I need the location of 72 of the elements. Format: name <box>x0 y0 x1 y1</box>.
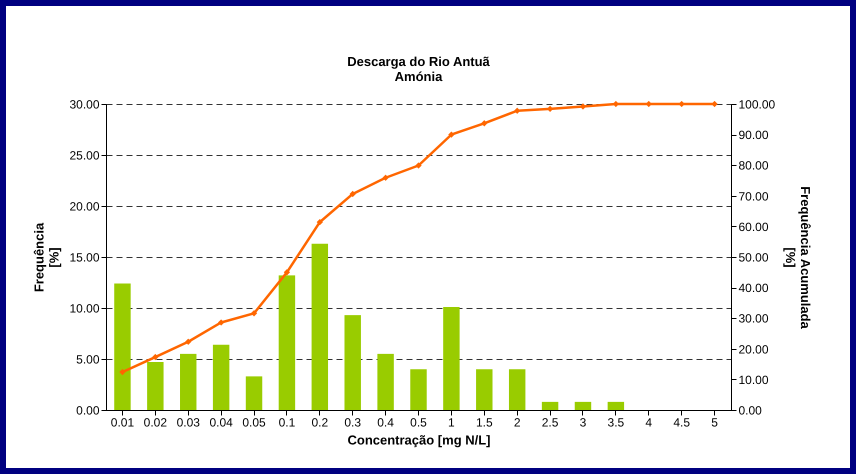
x-tick-label: 0.3 <box>344 416 362 430</box>
bar <box>344 315 361 410</box>
y-tick-label: 10.00 <box>69 302 100 316</box>
point <box>316 218 323 226</box>
point <box>546 106 554 112</box>
y-tick-label: 0.00 <box>76 404 100 418</box>
x-tick-label: 0.2 <box>311 416 328 430</box>
point <box>481 120 488 126</box>
chart-title: Descarga do Rio Antuã Amónia <box>347 54 491 84</box>
x-axis-title: Concentração [mg N/L] <box>347 432 491 448</box>
point <box>119 368 126 376</box>
x-tick-label: 0.1 <box>278 416 296 430</box>
bar <box>476 369 493 410</box>
y2-tick-label: 30.00 <box>738 312 769 326</box>
bar <box>312 244 328 410</box>
bar <box>410 369 427 410</box>
x-tick-label: 0.4 <box>377 416 394 430</box>
point <box>250 310 258 316</box>
x-tick-label: 1 <box>448 416 456 430</box>
x-tick-label: 0.5 <box>410 416 428 430</box>
bar <box>278 275 296 410</box>
x-tick-label: 3.5 <box>608 416 625 430</box>
y2-tick-label: 60.00 <box>738 220 769 234</box>
y-axis-title: Frequência [%] <box>31 222 62 292</box>
y2-tick-label: 10.00 <box>738 372 769 387</box>
bar <box>508 369 526 410</box>
point <box>284 269 290 276</box>
y-tick-label: 15.00 <box>69 250 100 264</box>
y2-tick-label: 80.00 <box>738 158 769 173</box>
point <box>415 162 422 169</box>
bar <box>114 284 131 410</box>
x-tick-label: 0.04 <box>209 416 234 430</box>
bar <box>180 354 196 410</box>
bar <box>212 344 230 410</box>
y-tick-label: 5.00 <box>76 352 100 366</box>
bar <box>443 306 460 410</box>
point <box>382 174 389 181</box>
x-tick-label: 4.5 <box>673 416 690 430</box>
point <box>152 354 159 360</box>
point <box>646 100 652 108</box>
y2-tick-label: 20.00 <box>738 342 769 356</box>
y-tick-label: 20.00 <box>69 200 100 214</box>
x-tick-label: 4 <box>645 416 652 430</box>
bar <box>377 354 394 410</box>
point <box>448 131 455 138</box>
x-tick-label: 0.02 <box>144 416 168 430</box>
y2-tick-label: 50.00 <box>738 250 769 264</box>
x-tick-label: 2 <box>514 416 521 430</box>
x-tick-label: 0.05 <box>242 416 266 430</box>
y2-axis-title: Frequência Acumulada [%] <box>783 186 814 330</box>
y-tick-label: 30.00 <box>69 98 100 112</box>
bar <box>246 376 262 410</box>
point <box>350 190 356 198</box>
x-tick-label: 5 <box>711 416 718 430</box>
bar <box>574 402 592 410</box>
y2-tick-label: 90.00 <box>738 128 769 142</box>
bar <box>608 402 624 410</box>
x-tick-label: 3 <box>580 416 587 430</box>
x-tick-label: 0.03 <box>176 416 200 430</box>
point <box>185 338 192 345</box>
y2-tick-label: 0.00 <box>738 404 762 418</box>
y-tick-label: 25.00 <box>69 148 100 162</box>
x-tick-label: 0.01 <box>110 416 134 430</box>
y2-tick-label: 100.00 <box>738 98 776 112</box>
x-tick-label: 2.5 <box>542 416 559 430</box>
y2-tick-label: 40.00 <box>738 281 769 296</box>
bar <box>542 402 558 410</box>
y2-tick-label: 70.00 <box>738 189 769 204</box>
point <box>218 319 224 326</box>
x-tick-label: 1.5 <box>476 416 493 430</box>
point <box>580 103 586 110</box>
bar <box>147 362 164 410</box>
